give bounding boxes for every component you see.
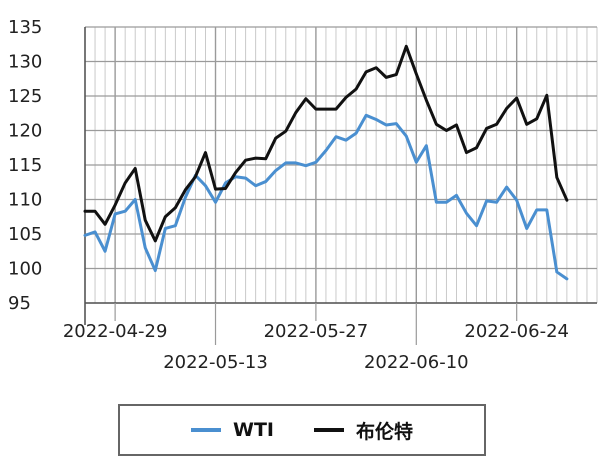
x-tick-label: 2022-04-29 [63,321,168,342]
y-tick-label: 100 [8,259,42,280]
x-tick-label: 2022-05-13 [163,352,268,373]
series-lines [83,44,569,281]
legend-item-wti: WTI [190,419,274,441]
x-tick-label: 2022-05-27 [264,321,369,342]
y-tick-label: 110 [8,190,42,211]
y-tick-label: 120 [8,121,42,142]
series-line-wti [83,113,569,281]
x-tick-label: 2022-06-10 [364,352,469,373]
legend-item-brent: 布伦特 [313,417,413,444]
legend-swatch-wti [190,428,221,432]
x-axis-tick-labels: 2022-04-29 2022-05-13 2022-05-27 2022-06-10… [63,321,569,373]
y-tick-label: 130 [8,52,42,73]
series-line-brent [83,44,569,243]
x-tick-label: 2022-06-24 [464,321,569,342]
chart-axes [84,27,597,345]
y-axis-tick-labels: 95 100 105 110 115 120 125 130 135 [8,17,42,314]
chart-grid [84,26,598,304]
legend-label-brent: 布伦特 [355,420,413,443]
y-tick-label: 115 [8,155,42,176]
legend-swatch-brent [313,428,344,432]
y-tick-label: 105 [8,224,42,245]
legend-label-wti: WTI [232,419,274,441]
y-tick-label: 125 [8,86,42,107]
y-tick-label: 135 [8,17,42,38]
chart-legend: WTI 布伦特 [118,404,486,456]
y-tick-label: 95 [8,293,31,314]
